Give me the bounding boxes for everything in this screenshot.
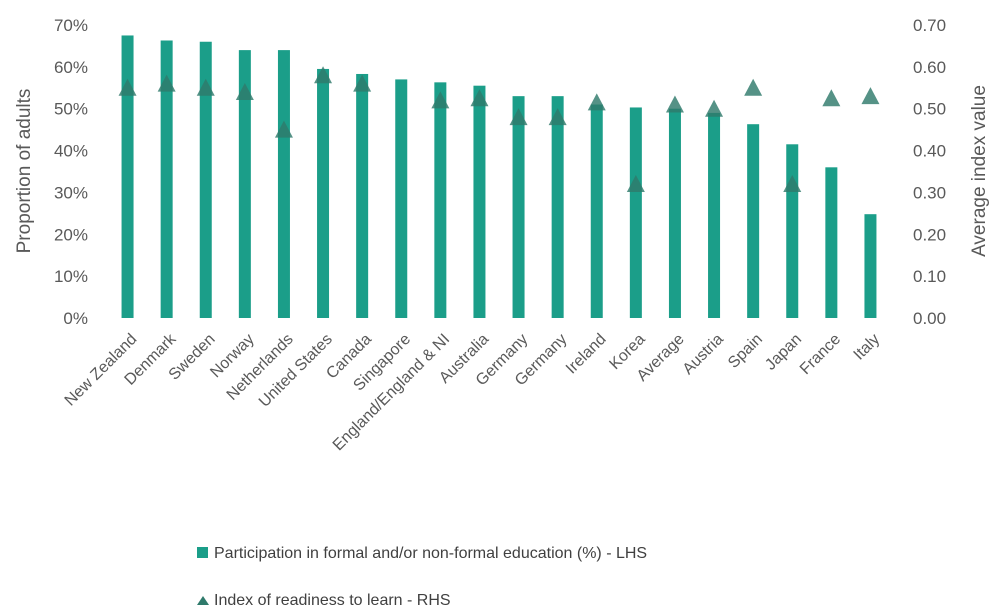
marker-point — [431, 91, 450, 109]
bar-series — [121, 35, 877, 319]
legend-swatch-marker — [197, 596, 209, 605]
y-tick-right: 0.60 — [913, 58, 946, 77]
bar — [512, 96, 525, 319]
y-tick-left: 10% — [54, 267, 88, 286]
marker-point — [314, 66, 333, 84]
x-tick-label: France — [797, 331, 844, 378]
bar — [551, 96, 564, 319]
y-tick-left: 70% — [54, 16, 88, 35]
y-axis-left-ticks: 0% 10% 20% 30% 40% 50% 60% 70% — [54, 16, 88, 328]
bar — [590, 104, 603, 319]
y-tick-left: 0% — [63, 309, 88, 328]
legend-swatch-bar — [197, 547, 208, 558]
marker-point — [587, 93, 606, 111]
y-tick-right: 0.30 — [913, 183, 946, 202]
marker-series — [118, 66, 880, 193]
marker-point — [235, 82, 254, 100]
bar — [434, 82, 447, 318]
bar — [277, 50, 290, 318]
bar — [317, 68, 330, 318]
marker-point — [274, 120, 293, 138]
bar — [629, 107, 642, 318]
marker-point — [861, 87, 880, 105]
marker-point — [783, 175, 802, 193]
bar — [708, 112, 721, 319]
y-tick-left: 60% — [54, 58, 88, 77]
y-tick-left: 30% — [54, 183, 88, 202]
marker-point — [626, 175, 645, 193]
x-tick-label: Italy — [851, 331, 884, 364]
y-tick-right: 0.00 — [913, 309, 946, 328]
bar — [199, 41, 212, 318]
x-tick-label: Austria — [680, 331, 727, 378]
x-tick-label: Spain — [725, 331, 766, 372]
marker-point — [744, 78, 763, 96]
bar — [160, 40, 173, 318]
marker-point — [705, 99, 724, 117]
y-tick-left: 40% — [54, 142, 88, 161]
y-tick-right: 0.70 — [913, 16, 946, 35]
category-labels: New ZealandDenmarkSwedenNorwayNetherland… — [62, 330, 884, 454]
marker-point — [509, 108, 528, 126]
y-axis-right-ticks: 0.00 0.10 0.20 0.30 0.40 0.50 0.60 0.70 — [913, 16, 946, 328]
bar — [747, 124, 760, 318]
y-tick-right: 0.50 — [913, 100, 946, 119]
y-tick-right: 0.20 — [913, 225, 946, 244]
y-tick-right: 0.40 — [913, 142, 946, 161]
y-tick-left: 50% — [54, 100, 88, 119]
y-axis-title-right: Average index value — [969, 85, 990, 257]
marker-point — [822, 89, 841, 107]
bar — [356, 73, 369, 318]
legend-label-marker: Index of readiness to learn - RHS — [214, 592, 451, 609]
bar — [238, 50, 251, 318]
legend-label-bar: Participation in formal and/or non-forma… — [214, 545, 647, 562]
y-tick-left: 20% — [54, 225, 88, 244]
bar — [668, 108, 681, 318]
bar — [473, 85, 486, 318]
marker-point — [157, 74, 176, 92]
x-tick-label: Ireland — [563, 331, 610, 378]
bar — [786, 144, 799, 318]
marker-point — [353, 74, 372, 92]
bar — [825, 167, 838, 318]
bar — [864, 214, 877, 318]
marker-point — [196, 78, 215, 96]
y-tick-right: 0.10 — [913, 267, 946, 286]
marker-point — [548, 108, 567, 126]
y-axis-title-left: Proportion of adults — [14, 89, 35, 254]
marker-point — [118, 78, 137, 96]
marker-point — [470, 89, 489, 107]
marker-point — [665, 95, 684, 113]
legend: Participation in formal and/or non-forma… — [197, 545, 647, 609]
bar — [395, 79, 408, 319]
bar — [121, 35, 134, 318]
